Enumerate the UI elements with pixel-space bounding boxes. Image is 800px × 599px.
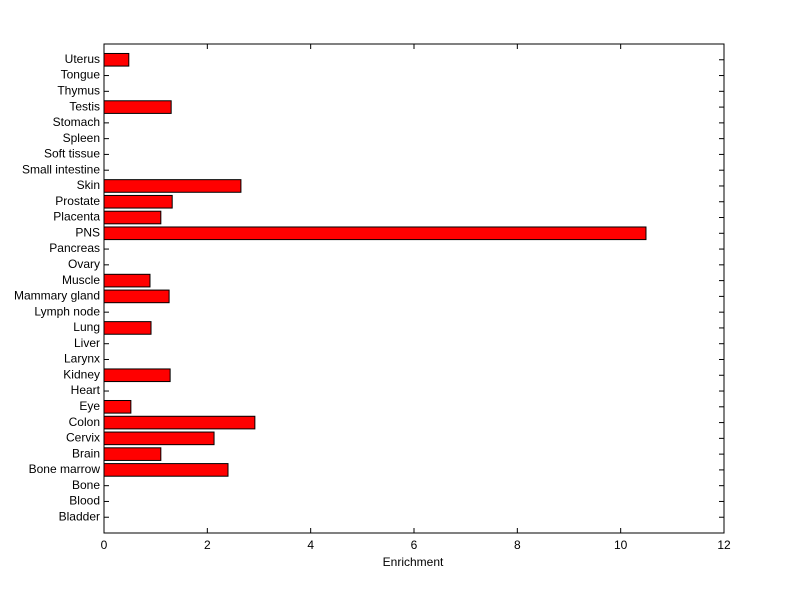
bar [103,399,132,414]
x-tick-label: 8 [514,538,521,552]
y-tick-label: Lymph node [34,304,100,318]
y-tick-label: Muscle [62,273,100,287]
bar [103,210,162,225]
y-tick-label: Cervix [66,431,100,445]
y-tick-label: Ovary [68,257,100,271]
y-tick-label: Prostate [55,194,100,208]
x-tick-label: 0 [101,538,108,552]
y-tick-label: PNS [75,225,100,239]
bar [103,368,171,383]
y-tick-label: Soft tissue [44,147,100,161]
x-tick-label: 12 [717,538,731,552]
x-tick-label: 2 [204,538,211,552]
y-tick-label: Blood [69,494,100,508]
bar [103,273,151,288]
bar [103,226,647,241]
y-tick-label: Uterus [65,52,100,66]
y-tick-label: Eye [79,399,100,413]
y-tick-label: Thymus [57,83,100,97]
bar [103,179,242,193]
bar [103,463,229,477]
y-tick-label: Testis [69,99,100,113]
y-tick-label: Pancreas [49,241,100,255]
x-tick-label: 6 [411,538,418,552]
x-axis-label: Enrichment [383,555,444,569]
y-tick-label: Bone [72,478,100,492]
bar [103,194,173,209]
bar [103,100,172,114]
bar [103,289,170,304]
bar [103,431,215,446]
y-tick-label: Kidney [63,367,100,381]
bar [103,415,256,430]
y-tick-label: Bone marrow [29,462,101,476]
y-tick-label: Skin [77,178,100,192]
y-tick-label: Stomach [53,115,100,129]
y-tick-label: Mammary gland [14,289,100,303]
bar [103,447,162,461]
x-tick-label: 10 [614,538,628,552]
y-tick-label: Tongue [61,68,101,82]
y-tick-label: Larynx [64,352,100,366]
y-tick-label: Colon [69,415,100,429]
plot-frame [103,43,725,534]
y-tick-label: Small intestine [22,162,100,176]
y-tick-label: Heart [71,383,101,397]
y-tick-label: Lung [73,320,100,334]
y-tick-label: Placenta [53,210,100,224]
bar [103,52,130,67]
y-tick-label: Spleen [63,131,100,145]
y-tick-label: Bladder [59,509,100,523]
x-tick-label: 4 [307,538,314,552]
y-tick-label: Brain [72,446,100,460]
y-tick-label: Liver [74,336,100,350]
bar [103,321,152,335]
